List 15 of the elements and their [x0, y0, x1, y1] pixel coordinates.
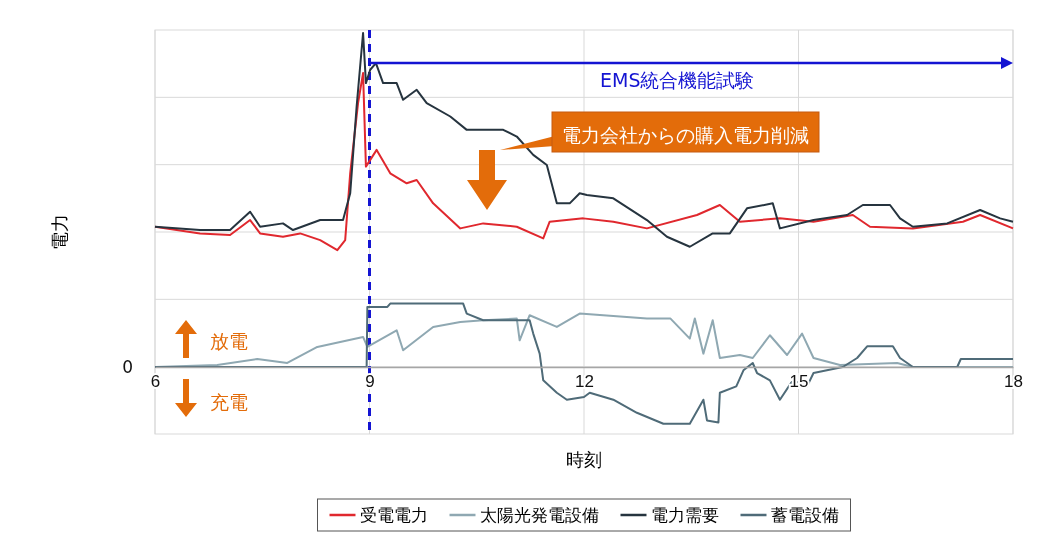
- text: 0: [122, 357, 133, 377]
- legend-label: 蓄電設備: [770, 505, 839, 525]
- x-tick-label: 12: [575, 372, 594, 392]
- x-tick-label: 18: [1004, 372, 1023, 392]
- x-tick-label: 9: [365, 372, 375, 392]
- legend-label: 太陽光発電設備: [479, 505, 599, 525]
- y-axis-title: 電力: [49, 214, 70, 250]
- annotation: EMS統合機能試験: [600, 69, 755, 92]
- x-tick-label: 6: [150, 372, 161, 392]
- annotation: 充電: [210, 391, 248, 413]
- annotation: 電力会社からの購入電力削減: [562, 124, 809, 146]
- legend-label: 電力需要: [650, 505, 719, 525]
- legend-label: 受電電力: [359, 505, 428, 525]
- annotation: 放電: [210, 330, 248, 352]
- x-axis-title: 時刻: [566, 449, 602, 470]
